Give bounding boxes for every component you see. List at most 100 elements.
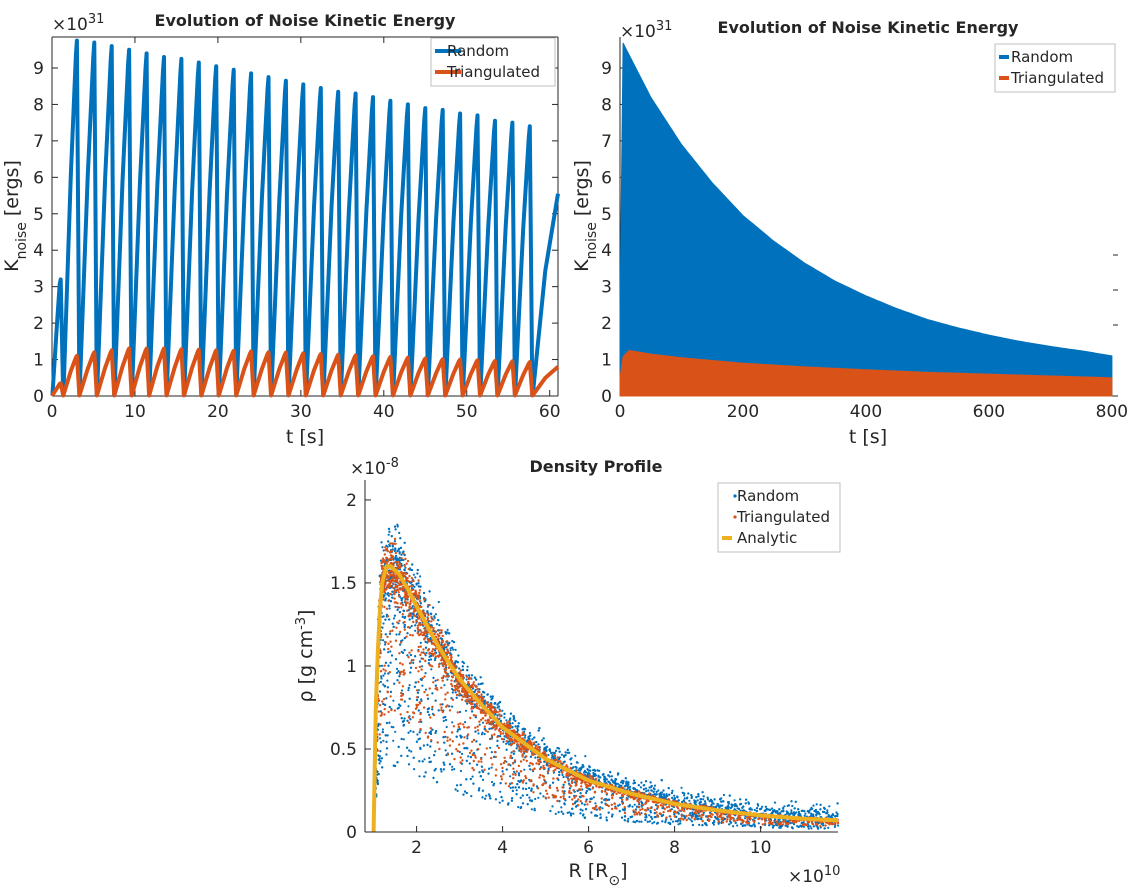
scatter-point-random: [607, 811, 610, 814]
scatter-point-random: [395, 633, 398, 636]
scatter-point-random: [812, 825, 815, 828]
scatter-point-random: [558, 800, 561, 803]
scatter-point-random: [412, 661, 415, 665]
scatter-point-triangulated: [383, 664, 386, 667]
scatter-point-random: [593, 774, 596, 778]
scatter-point-random: [472, 782, 475, 785]
scatter-point-random: [584, 808, 588, 811]
scatter-point-random: [660, 791, 663, 794]
scatter-point-random: [486, 693, 489, 696]
scatter-point-random: [414, 629, 417, 632]
scatter-point-random: [483, 691, 486, 694]
scatter-point-random: [429, 730, 432, 733]
scatter-point-random: [518, 780, 521, 784]
scatter-point-random: [611, 780, 615, 783]
scatter-point-random: [510, 797, 514, 800]
scatter-point-random: [618, 810, 621, 813]
scatter-point-random: [533, 809, 536, 812]
scatter-point-random: [394, 605, 397, 608]
scatter-point-random: [807, 827, 810, 830]
scatter-point-random: [397, 745, 400, 749]
scatter-point-random: [380, 677, 383, 680]
scatter-point-random: [743, 817, 747, 820]
scatter-point-random: [451, 646, 454, 649]
scatter-point-random: [474, 688, 477, 692]
scatter-point-random: [804, 812, 807, 815]
scatter-point-random: [413, 585, 416, 588]
scatter-point-random: [528, 764, 531, 767]
scatter-point-random: [828, 805, 831, 808]
scatter-point-random: [434, 679, 437, 682]
scatter-point-random: [534, 756, 537, 759]
scatter-point-triangulated: [389, 630, 392, 633]
scatter-point-random: [381, 546, 384, 549]
scatter-point-random: [597, 774, 600, 778]
scatter-point-triangulated: [466, 733, 470, 736]
x-tick-label: 0: [615, 402, 626, 422]
scatter-point-random: [466, 737, 469, 740]
scatter-point-random: [683, 797, 686, 800]
scatter-point-random: [628, 788, 631, 791]
y-tick-label: 9: [601, 59, 612, 79]
scatter-point-random: [378, 755, 381, 758]
scatter-point-random: [418, 731, 421, 734]
scatter-point-random: [470, 795, 473, 798]
scatter-point-random: [448, 705, 451, 708]
scatter-point-random: [409, 653, 412, 657]
scatter-point-random: [734, 821, 737, 825]
scatter-point-random: [624, 815, 627, 818]
scatter-point-random: [814, 808, 818, 812]
scatter-point-random: [455, 696, 458, 699]
scatter-point-random: [408, 618, 411, 621]
scatter-point-random: [407, 731, 410, 734]
scatter-point-random: [424, 634, 427, 638]
scatter-point-triangulated: [502, 732, 505, 735]
scatter-point-random: [432, 676, 435, 679]
scatter-point-random: [494, 798, 497, 801]
scatter-point-random: [772, 810, 775, 813]
scatter-point-random: [383, 648, 386, 651]
scatter-point-random: [697, 795, 700, 798]
scatter-point-random: [543, 747, 546, 750]
scatter-point-random: [432, 606, 435, 609]
scatter-point-random: [400, 737, 403, 741]
scatter-point-random: [376, 781, 379, 784]
scatter-point-random: [443, 741, 446, 744]
scatter-point-random: [726, 805, 729, 808]
scatter-point-random: [379, 741, 383, 744]
scatter-point-random: [481, 731, 484, 734]
scatter-point-triangulated: [419, 645, 422, 648]
scatter-point-random: [585, 790, 588, 793]
scatter-point-random: [545, 746, 548, 749]
scatter-point-random: [417, 582, 420, 585]
scatter-point-random: [577, 769, 580, 772]
scatter-point-random: [791, 812, 794, 815]
scatter-point-random: [575, 761, 579, 764]
scatter-point-random: [477, 789, 480, 792]
scatter-point-random: [391, 622, 394, 625]
y-tick-label: 1: [33, 351, 44, 371]
scatter-point-random: [521, 794, 524, 797]
scatter-point-random: [562, 775, 565, 779]
scatter-point-random: [575, 805, 578, 808]
scatter-point-random: [711, 801, 714, 804]
scatter-point-random: [579, 812, 582, 815]
scatter-point-random: [691, 823, 695, 827]
scatter-point-random: [491, 695, 494, 698]
scatter-point-random: [473, 703, 476, 706]
scatter-point-random: [835, 814, 838, 818]
scatter-point-random: [451, 691, 454, 694]
scatter-point-random: [382, 739, 385, 742]
scatter-point-random: [651, 822, 654, 825]
scatter-point-random: [570, 757, 573, 760]
scatter-point-triangulated: [412, 658, 415, 662]
scatter-point-triangulated: [485, 722, 488, 725]
scatter-point-random: [543, 760, 546, 763]
scatter-point-random: [398, 633, 401, 636]
scatter-point-random: [701, 791, 704, 794]
scatter-point-random: [443, 763, 446, 766]
scatter-point-random: [655, 790, 658, 793]
scatter-point-random: [479, 775, 482, 778]
scatter-point-random: [679, 822, 682, 825]
